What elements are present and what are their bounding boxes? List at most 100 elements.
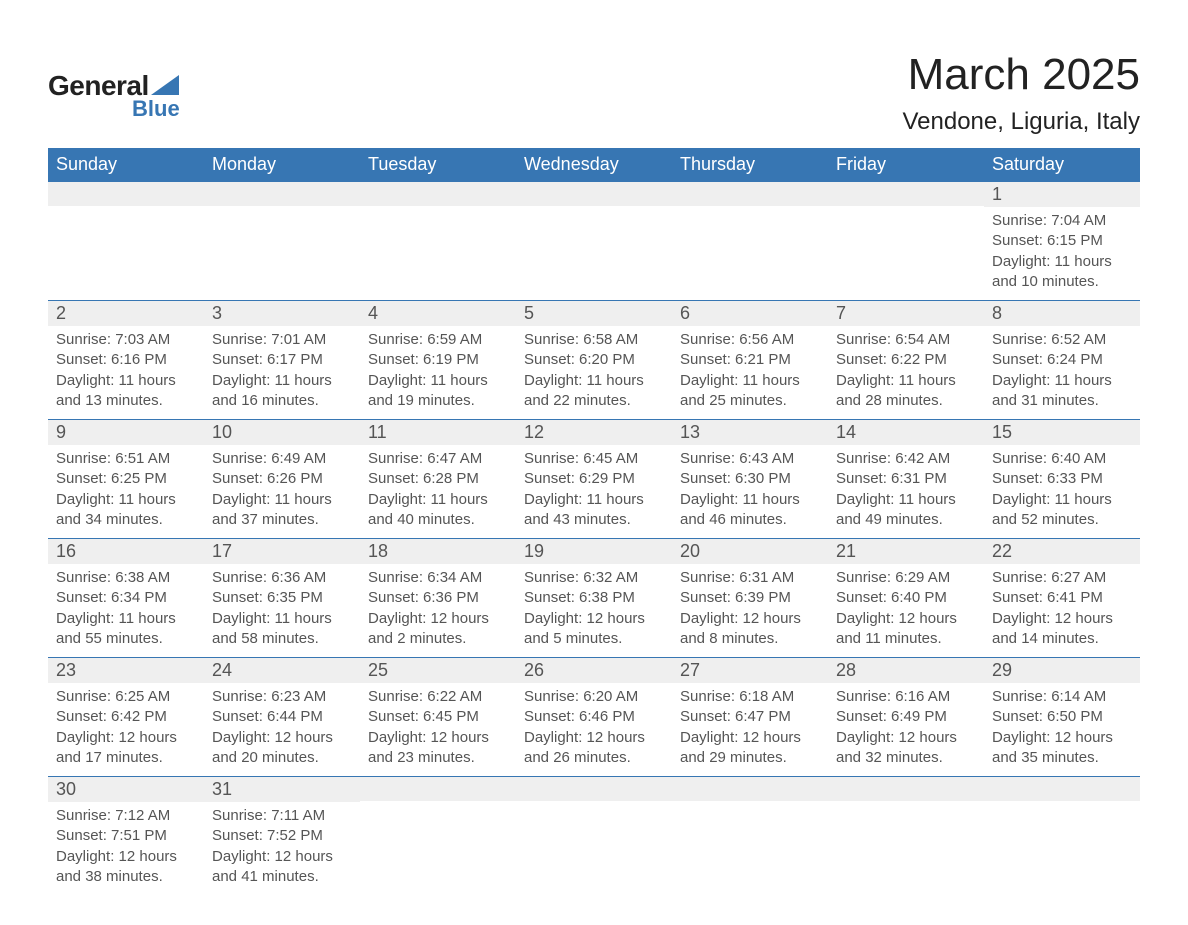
day-details: Sunrise: 7:12 AMSunset: 7:51 PMDaylight:… [48, 802, 204, 895]
daylight-line-1: Daylight: 11 hours [56, 371, 196, 391]
day-details: Sunrise: 6:49 AMSunset: 6:26 PMDaylight:… [204, 445, 360, 538]
calendar-week-row: 1Sunrise: 7:04 AMSunset: 6:15 PMDaylight… [48, 182, 1140, 301]
calendar-day-cell [48, 182, 204, 301]
daylight-line-2: and 35 minutes. [992, 748, 1132, 768]
sunset-line: Sunset: 6:22 PM [836, 350, 976, 370]
day-number: 13 [672, 420, 828, 445]
sunrise-line: Sunrise: 6:58 AM [524, 330, 664, 350]
daylight-line-2: and 8 minutes. [680, 629, 820, 649]
sunset-line: Sunset: 6:36 PM [368, 588, 508, 608]
sunrise-line: Sunrise: 6:29 AM [836, 568, 976, 588]
day-number: 9 [48, 420, 204, 445]
daylight-line-2: and 10 minutes. [992, 272, 1132, 292]
daylight-line-1: Daylight: 11 hours [524, 490, 664, 510]
calendar-day-cell: 25Sunrise: 6:22 AMSunset: 6:45 PMDayligh… [360, 658, 516, 777]
daylight-line-1: Daylight: 12 hours [836, 728, 976, 748]
sunset-line: Sunset: 6:44 PM [212, 707, 352, 727]
sunrise-line: Sunrise: 7:01 AM [212, 330, 352, 350]
daylight-line-2: and 13 minutes. [56, 391, 196, 411]
daylight-line-2: and 43 minutes. [524, 510, 664, 530]
daylight-line-2: and 52 minutes. [992, 510, 1132, 530]
calendar-day-cell [360, 182, 516, 301]
sunset-line: Sunset: 6:28 PM [368, 469, 508, 489]
sunset-line: Sunset: 6:17 PM [212, 350, 352, 370]
calendar-day-cell [984, 777, 1140, 896]
daylight-line-1: Daylight: 12 hours [524, 609, 664, 629]
day-number: 1 [984, 182, 1140, 207]
day-details: Sunrise: 6:23 AMSunset: 6:44 PMDaylight:… [204, 683, 360, 776]
daylight-line-1: Daylight: 11 hours [836, 371, 976, 391]
calendar-day-cell [672, 777, 828, 896]
day-number: 7 [828, 301, 984, 326]
day-number: 25 [360, 658, 516, 683]
daylight-line-1: Daylight: 12 hours [212, 728, 352, 748]
calendar-week-row: 16Sunrise: 6:38 AMSunset: 6:34 PMDayligh… [48, 539, 1140, 658]
day-number: 22 [984, 539, 1140, 564]
daylight-line-2: and 14 minutes. [992, 629, 1132, 649]
day-number: 8 [984, 301, 1140, 326]
sunrise-line: Sunrise: 6:43 AM [680, 449, 820, 469]
sunrise-line: Sunrise: 6:36 AM [212, 568, 352, 588]
calendar-day-cell: 12Sunrise: 6:45 AMSunset: 6:29 PMDayligh… [516, 420, 672, 539]
sunrise-line: Sunrise: 6:49 AM [212, 449, 352, 469]
weekday-header: Thursday [672, 148, 828, 182]
sunset-line: Sunset: 6:15 PM [992, 231, 1132, 251]
day-number: 27 [672, 658, 828, 683]
calendar-day-cell: 4Sunrise: 6:59 AMSunset: 6:19 PMDaylight… [360, 301, 516, 420]
day-details: Sunrise: 6:52 AMSunset: 6:24 PMDaylight:… [984, 326, 1140, 419]
day-details: Sunrise: 6:47 AMSunset: 6:28 PMDaylight:… [360, 445, 516, 538]
daylight-line-2: and 16 minutes. [212, 391, 352, 411]
day-details: Sunrise: 6:31 AMSunset: 6:39 PMDaylight:… [672, 564, 828, 657]
day-details: Sunrise: 6:25 AMSunset: 6:42 PMDaylight:… [48, 683, 204, 776]
sunset-line: Sunset: 6:31 PM [836, 469, 976, 489]
daylight-line-1: Daylight: 12 hours [836, 609, 976, 629]
sunrise-line: Sunrise: 6:54 AM [836, 330, 976, 350]
daylight-line-2: and 41 minutes. [212, 867, 352, 887]
sunset-line: Sunset: 6:47 PM [680, 707, 820, 727]
sunset-line: Sunset: 6:19 PM [368, 350, 508, 370]
daylight-line-1: Daylight: 11 hours [212, 490, 352, 510]
calendar-day-cell: 19Sunrise: 6:32 AMSunset: 6:38 PMDayligh… [516, 539, 672, 658]
day-number: 17 [204, 539, 360, 564]
sunrise-line: Sunrise: 7:11 AM [212, 806, 352, 826]
header-region: General Blue March 2025 Vendone, Liguria… [48, 50, 1140, 136]
sunrise-line: Sunrise: 7:04 AM [992, 211, 1132, 231]
daylight-line-1: Daylight: 12 hours [56, 728, 196, 748]
day-details: Sunrise: 6:42 AMSunset: 6:31 PMDaylight:… [828, 445, 984, 538]
sunset-line: Sunset: 6:25 PM [56, 469, 196, 489]
sunrise-line: Sunrise: 7:12 AM [56, 806, 196, 826]
daylight-line-1: Daylight: 12 hours [368, 728, 508, 748]
day-number [360, 182, 516, 206]
sunset-line: Sunset: 6:33 PM [992, 469, 1132, 489]
daylight-line-1: Daylight: 11 hours [368, 371, 508, 391]
sunset-line: Sunset: 7:51 PM [56, 826, 196, 846]
day-details: Sunrise: 6:51 AMSunset: 6:25 PMDaylight:… [48, 445, 204, 538]
sunset-line: Sunset: 6:35 PM [212, 588, 352, 608]
weekday-header: Friday [828, 148, 984, 182]
daylight-line-1: Daylight: 12 hours [368, 609, 508, 629]
sunrise-line: Sunrise: 6:40 AM [992, 449, 1132, 469]
sunset-line: Sunset: 6:20 PM [524, 350, 664, 370]
daylight-line-1: Daylight: 11 hours [56, 609, 196, 629]
calendar-day-cell [828, 182, 984, 301]
daylight-line-1: Daylight: 11 hours [56, 490, 196, 510]
location-subtitle: Vendone, Liguria, Italy [902, 108, 1140, 136]
day-number [48, 182, 204, 206]
calendar-week-row: 9Sunrise: 6:51 AMSunset: 6:25 PMDaylight… [48, 420, 1140, 539]
daylight-line-2: and 40 minutes. [368, 510, 508, 530]
daylight-line-2: and 58 minutes. [212, 629, 352, 649]
calendar-day-cell: 14Sunrise: 6:42 AMSunset: 6:31 PMDayligh… [828, 420, 984, 539]
sunset-line: Sunset: 6:38 PM [524, 588, 664, 608]
day-details: Sunrise: 6:43 AMSunset: 6:30 PMDaylight:… [672, 445, 828, 538]
weekday-header-row: Sunday Monday Tuesday Wednesday Thursday… [48, 148, 1140, 182]
day-details: Sunrise: 7:01 AMSunset: 6:17 PMDaylight:… [204, 326, 360, 419]
daylight-line-2: and 29 minutes. [680, 748, 820, 768]
daylight-line-1: Daylight: 11 hours [992, 371, 1132, 391]
day-details: Sunrise: 6:20 AMSunset: 6:46 PMDaylight:… [516, 683, 672, 776]
daylight-line-1: Daylight: 12 hours [992, 728, 1132, 748]
day-number: 30 [48, 777, 204, 802]
calendar-day-cell: 23Sunrise: 6:25 AMSunset: 6:42 PMDayligh… [48, 658, 204, 777]
sunrise-line: Sunrise: 6:16 AM [836, 687, 976, 707]
sunrise-line: Sunrise: 6:23 AM [212, 687, 352, 707]
day-number: 11 [360, 420, 516, 445]
